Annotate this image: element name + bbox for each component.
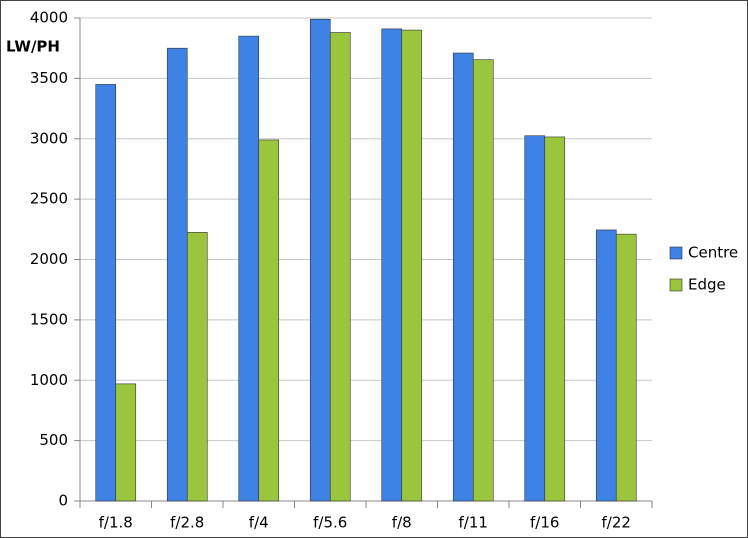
bar xyxy=(524,135,546,502)
bar xyxy=(95,84,117,502)
bar xyxy=(329,32,351,502)
y-tick-label: 3000 xyxy=(30,129,68,147)
bar xyxy=(401,29,423,502)
bar xyxy=(615,233,637,502)
bar xyxy=(166,47,188,502)
bar xyxy=(186,232,208,502)
bar xyxy=(381,28,403,502)
legend-swatch xyxy=(669,246,683,260)
bar xyxy=(472,59,494,502)
legend-label: Centre xyxy=(688,244,738,262)
x-tick-label: f/8 xyxy=(392,514,412,532)
legend-label: Edge xyxy=(688,276,726,294)
y-tick-label: 1500 xyxy=(30,310,68,328)
x-tick-label: f/5.6 xyxy=(313,514,347,532)
y-tick-label: 500 xyxy=(39,431,68,449)
bar xyxy=(452,52,474,502)
x-tick-label: f/4 xyxy=(249,514,269,532)
x-tick-label: f/22 xyxy=(602,514,631,532)
x-tick-label: f/1.8 xyxy=(99,514,133,532)
y-axis-label: LW/PH xyxy=(6,38,60,56)
legend-swatch xyxy=(669,278,683,292)
y-tick-label: 2000 xyxy=(30,250,68,268)
bar xyxy=(115,383,137,502)
y-tick-label: 0 xyxy=(58,492,68,510)
x-tick-label: f/2.8 xyxy=(170,514,204,532)
x-tick-label: f/11 xyxy=(459,514,488,532)
y-tick-label: 4000 xyxy=(30,9,68,27)
bar xyxy=(238,35,260,502)
x-tick-label: f/16 xyxy=(530,514,559,532)
y-tick-label: 2500 xyxy=(30,190,68,208)
bar xyxy=(309,18,331,502)
y-tick-label: 1000 xyxy=(30,371,68,389)
y-tick-label: 3500 xyxy=(30,69,68,87)
bar xyxy=(595,229,617,502)
bar xyxy=(258,139,280,502)
bar xyxy=(544,136,566,502)
